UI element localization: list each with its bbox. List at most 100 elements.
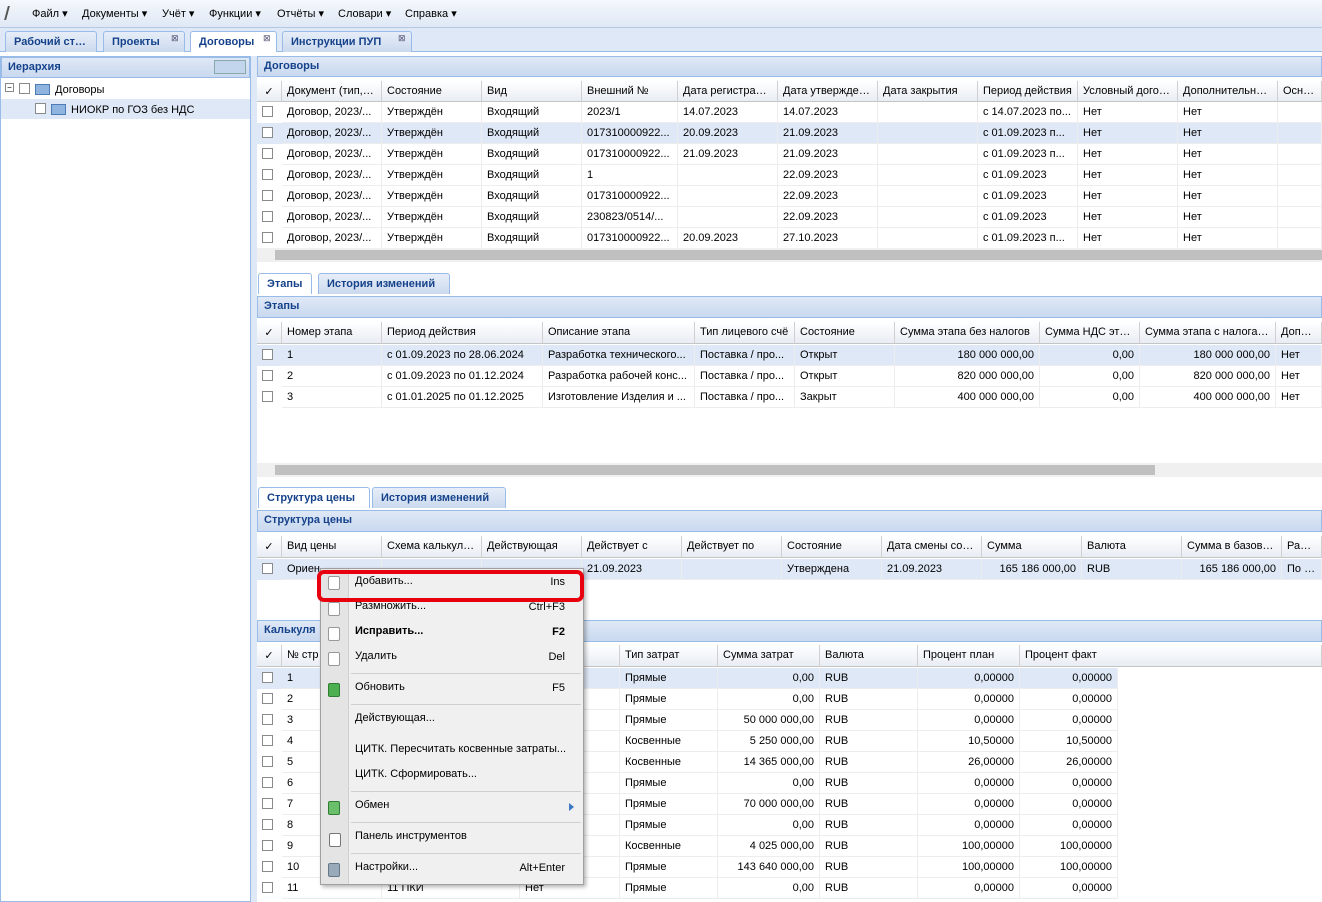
column-header[interactable]: Вид цены	[282, 536, 382, 558]
column-header[interactable]: Состояние	[795, 322, 895, 344]
column-header[interactable]: Сумма НДС этапа	[1040, 322, 1140, 344]
column-header[interactable]: Сумма этапа без налогов	[895, 322, 1040, 344]
tab[interactable]: Этапы	[258, 273, 312, 294]
column-header[interactable]: Расчёт	[1282, 536, 1322, 558]
splitter	[251, 56, 257, 902]
column-header[interactable]: Действует с	[582, 536, 682, 558]
menu-label[interactable]: ЦИТК. Пересчитать косвенные затраты...	[355, 743, 567, 755]
menu-item[interactable]: Отчёты ▾	[277, 8, 324, 20]
column-header[interactable]: Дата утверждения	[778, 81, 878, 102]
checkbox[interactable]	[262, 861, 273, 872]
tab-close[interactable]: ⊠	[398, 33, 406, 43]
column-header[interactable]: Состояние	[382, 81, 482, 102]
column-header[interactable]: Условный договор	[1078, 81, 1178, 102]
checkbox[interactable]	[262, 232, 273, 243]
checkbox[interactable]	[262, 735, 273, 746]
column-header[interactable]: Основн	[1278, 81, 1322, 102]
row-selected	[257, 123, 1322, 144]
column-header[interactable]: Валюта	[1082, 536, 1182, 558]
tab[interactable]: Договоры	[190, 31, 277, 52]
tab[interactable]: История изменений	[318, 273, 450, 294]
cell	[878, 144, 978, 165]
tree-toggle[interactable]: −	[5, 83, 14, 92]
checkbox[interactable]	[262, 756, 273, 767]
column-header[interactable]: Дополн	[1276, 322, 1322, 344]
menu-item[interactable]: Словари ▾	[338, 8, 392, 20]
checkbox[interactable]	[262, 370, 273, 381]
checkbox[interactable]	[262, 211, 273, 222]
checkbox[interactable]	[262, 693, 273, 704]
column-header[interactable]: Дата регистрации...	[678, 81, 778, 102]
menu-shortcut: F5	[552, 682, 565, 694]
tree-node[interactable]: НИОКР по ГОЗ без НДС	[71, 104, 195, 116]
column-header[interactable]: Сумма в базовой в	[1182, 536, 1282, 558]
menu-label[interactable]: Действующая...	[355, 712, 435, 724]
column-header[interactable]: Валюта	[820, 645, 918, 667]
column-header[interactable]: Вид	[482, 81, 582, 102]
menu-item[interactable]: Документы ▾	[82, 8, 148, 20]
tab[interactable]: История изменений	[372, 487, 506, 508]
tab[interactable]: Структура цены	[258, 487, 370, 508]
checkbox[interactable]	[35, 103, 46, 114]
tab[interactable]: Рабочий стол	[5, 31, 97, 52]
checkbox[interactable]	[262, 127, 273, 138]
column-header[interactable]: Внешний №	[582, 81, 678, 102]
column-header[interactable]: Сумма этапа с налогами	[1140, 322, 1276, 344]
menu-item[interactable]: Справка ▾	[405, 8, 457, 20]
menu-item[interactable]: Функции ▾	[209, 8, 261, 20]
checkbox[interactable]	[262, 106, 273, 117]
column-header[interactable]: Дата закрытия	[878, 81, 978, 102]
cell: 14.07.2023	[678, 102, 778, 123]
column-header[interactable]: Дата смены состо	[882, 536, 982, 558]
cell: 017310000922...	[582, 123, 678, 144]
tab-close[interactable]: ⊠	[263, 33, 271, 43]
tree-node[interactable]: Договоры	[55, 84, 105, 96]
tab-close[interactable]: ⊠	[171, 33, 179, 43]
cell: RUB	[820, 689, 918, 710]
panel-buttons[interactable]	[214, 60, 246, 74]
checkbox[interactable]	[262, 169, 273, 180]
cell	[1278, 102, 1322, 123]
column-header[interactable]: Период действия	[978, 81, 1078, 102]
column-header[interactable]: Номер этапа	[282, 322, 382, 344]
column-header[interactable]: Тип затрат	[620, 645, 718, 667]
column-header[interactable]: Дополнительное с	[1178, 81, 1278, 102]
scroll-thumb[interactable]	[275, 250, 1322, 260]
checkbox[interactable]	[262, 148, 273, 159]
checkbox[interactable]	[262, 391, 273, 402]
scroll-thumb[interactable]	[275, 465, 1155, 475]
cell: 26,00000	[918, 752, 1020, 773]
checkbox[interactable]	[262, 840, 273, 851]
menu-label[interactable]: Панель инструментов	[355, 830, 467, 842]
column-header[interactable]: Процент план	[918, 645, 1020, 667]
checkbox[interactable]	[262, 672, 273, 683]
checkbox[interactable]	[262, 882, 273, 893]
column-header[interactable]: Действующая	[482, 536, 582, 558]
column-header[interactable]: Описание этапа	[543, 322, 695, 344]
column-header[interactable]: Сумма	[982, 536, 1082, 558]
checkbox[interactable]	[262, 190, 273, 201]
checkbox[interactable]	[262, 819, 273, 830]
column-header[interactable]: Схема калькуляци	[382, 536, 482, 558]
column-header[interactable]: Тип лицевого счё	[695, 322, 795, 344]
column-header[interactable]: Состояние	[782, 536, 882, 558]
checkbox[interactable]	[19, 83, 30, 94]
menu-item[interactable]: Файл ▾	[32, 8, 68, 20]
column-header[interactable]: Сумма затрат	[718, 645, 820, 667]
cell: 70 000 000,00	[718, 794, 820, 815]
separator	[351, 673, 581, 674]
column-header[interactable]: Период действия	[382, 322, 543, 344]
column-header[interactable]: Документ (тип, №	[282, 81, 382, 102]
checkbox[interactable]	[262, 563, 273, 574]
menu-label[interactable]: ЦИТК. Сформировать...	[355, 768, 477, 780]
cell: 21.09.2023	[778, 144, 878, 165]
column-header[interactable]: Процент факт	[1020, 645, 1322, 667]
checkbox[interactable]	[262, 798, 273, 809]
menu-item[interactable]: Учёт ▾	[162, 8, 195, 20]
column-header[interactable]: Действует по	[682, 536, 782, 558]
tab[interactable]: Проекты	[103, 31, 185, 52]
tab[interactable]: Инструкции ПУП	[282, 31, 412, 52]
checkbox[interactable]	[262, 714, 273, 725]
checkbox[interactable]	[262, 349, 273, 360]
checkbox[interactable]	[262, 777, 273, 788]
